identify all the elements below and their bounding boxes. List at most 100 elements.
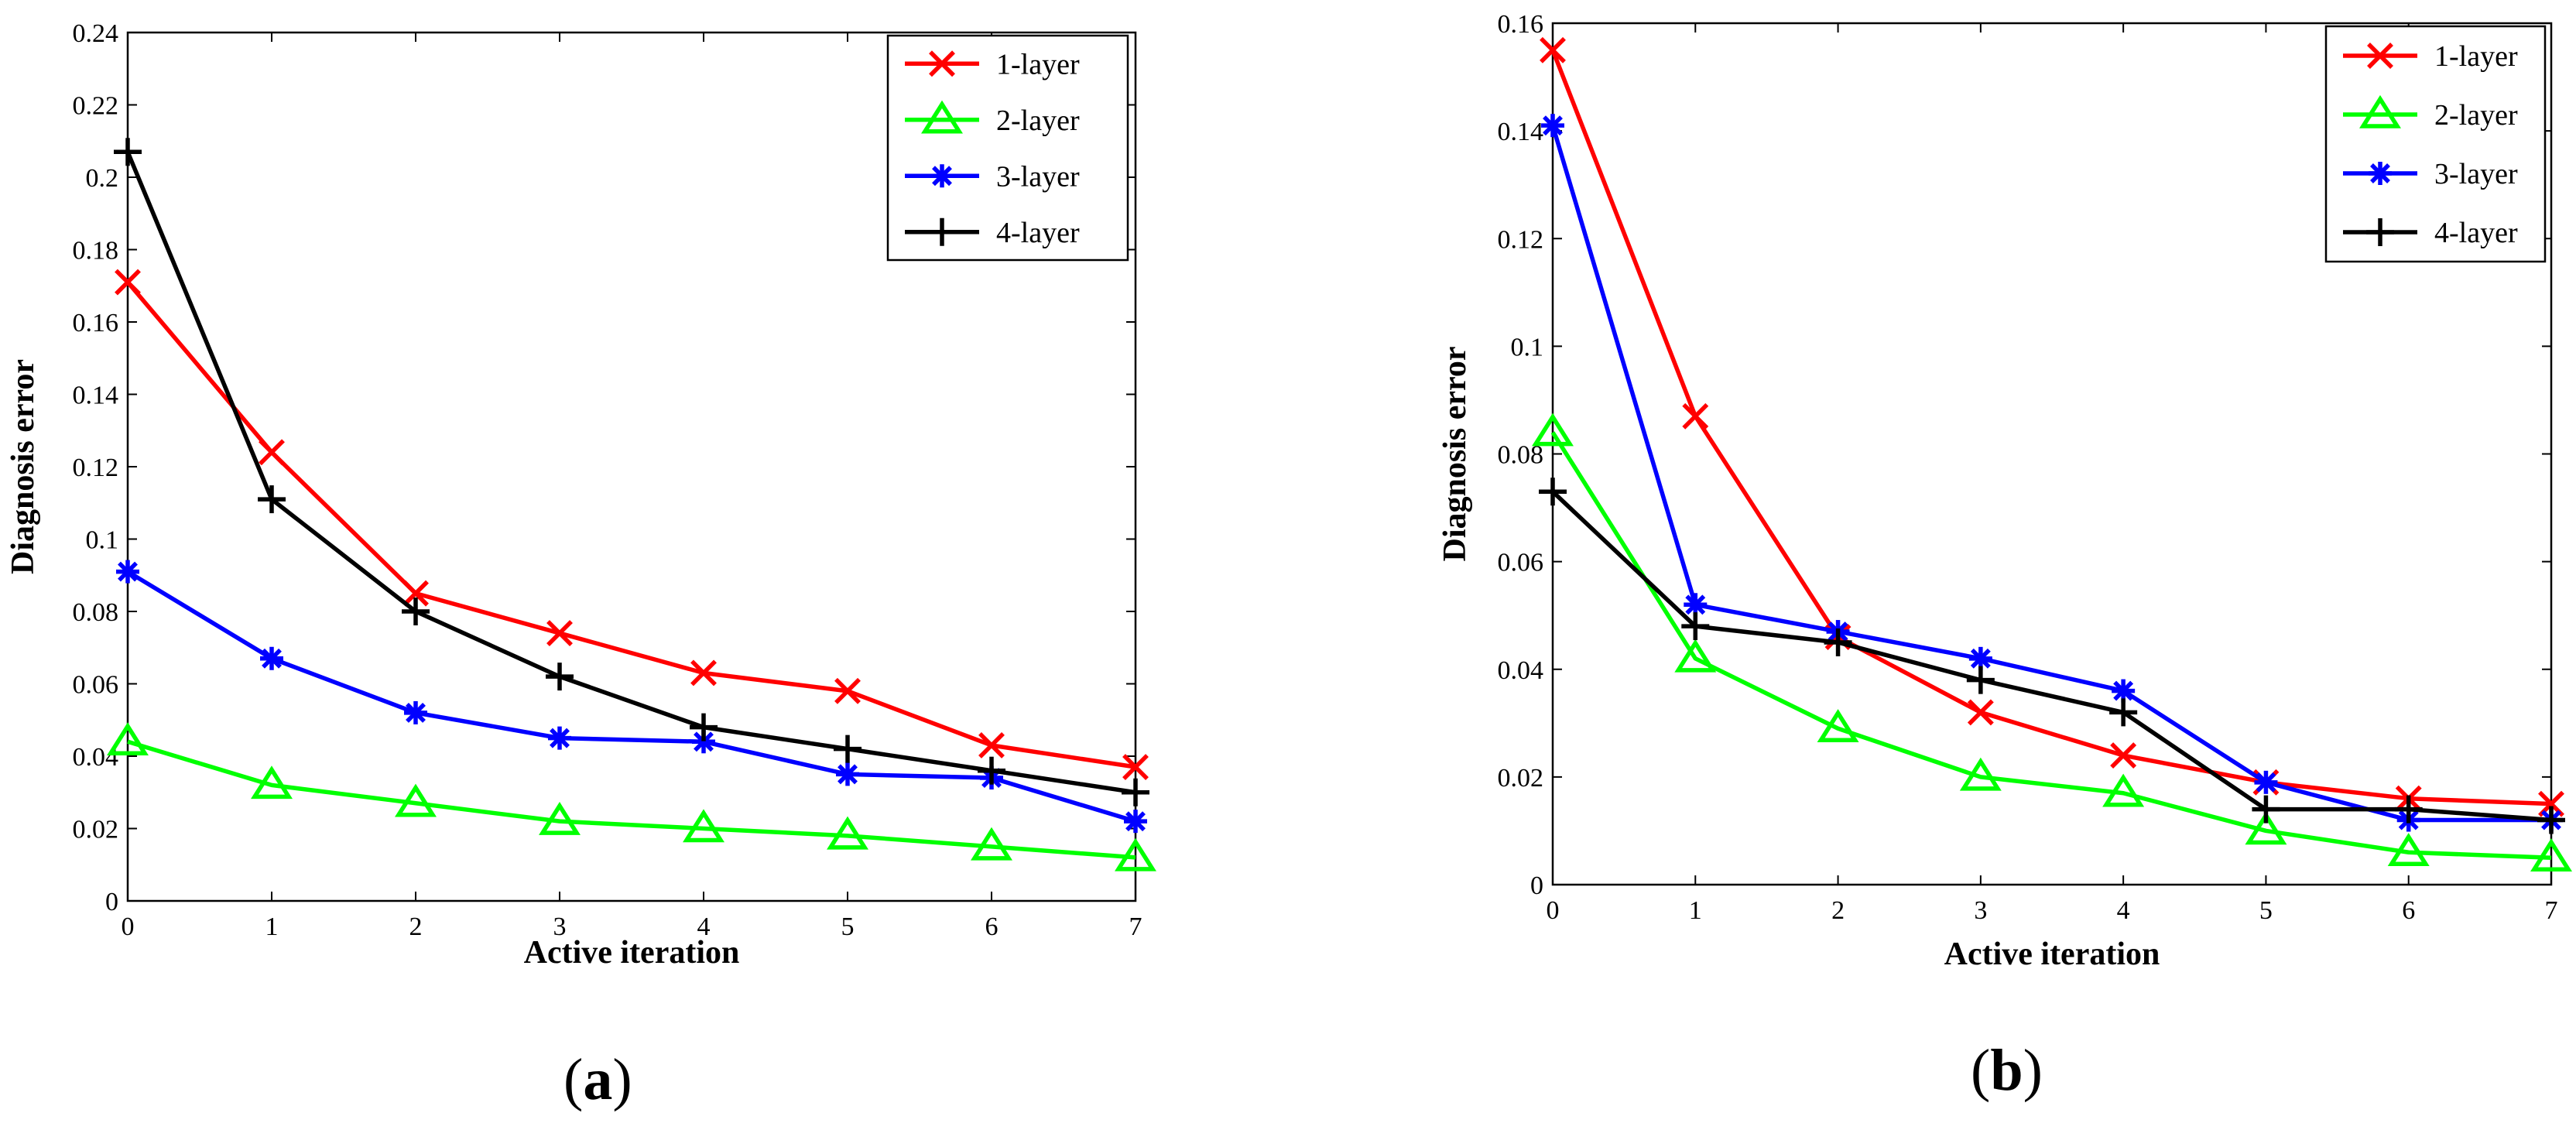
- data-point-2-layer-6: [971, 827, 1012, 861]
- series-line-3-layer: [126, 570, 1136, 824]
- data-point-1-layer-4: [2110, 742, 2137, 769]
- data-point-2-layer-3: [539, 801, 581, 835]
- data-point-4-layer-7: [2537, 806, 2565, 834]
- data-point-1-layer-7: [1122, 754, 1149, 780]
- x-tick-label: 6: [985, 913, 999, 941]
- caption-b-close: ): [2023, 1038, 2043, 1103]
- x-tick-label: 3: [553, 913, 567, 941]
- legend-marker-4-layer: [2366, 218, 2394, 246]
- data-point-2-layer-7: [1115, 837, 1156, 871]
- data-point-2-layer-0: [1532, 413, 1574, 447]
- y-tick-label: 0.2: [86, 164, 119, 193]
- series-line-2-layer: [127, 739, 1136, 860]
- series-line-4-layer: [1551, 490, 2552, 823]
- y-tick-label: 0.08: [73, 598, 119, 627]
- data-point-4-layer-3: [546, 663, 574, 691]
- data-point-1-layer-3: [546, 620, 573, 646]
- y-tick-label: 0.1: [86, 526, 119, 555]
- y-tick-label: 0.14: [73, 382, 119, 410]
- data-point-1-layer-1: [1682, 402, 1709, 430]
- legend-box: [886, 34, 1129, 262]
- legend-label-1-layer: 1-layer: [996, 48, 1080, 80]
- data-point-1-layer-3: [1967, 699, 1994, 726]
- data-point-2-layer-5: [2245, 811, 2287, 845]
- caption-a: (a): [564, 1046, 632, 1114]
- data-point-3-layer-7: [1124, 810, 1147, 834]
- series-line-3-layer: [1550, 125, 2551, 823]
- data-point-2-layer-0: [107, 722, 149, 756]
- y-tick-label: 0.14: [1498, 118, 1544, 146]
- legend-marker-3-layer: [2369, 162, 2392, 185]
- data-point-1-layer-4: [690, 659, 717, 687]
- caption-a-close: ): [612, 1047, 632, 1112]
- data-point-3-layer-3: [548, 726, 571, 750]
- x-tick-label: 3: [1974, 896, 1987, 925]
- y-tick-label: 0.02: [73, 816, 119, 844]
- legend: 1-layer 2-layer 3-layer 4-layer: [2324, 25, 2547, 263]
- data-point-4-layer-2: [402, 598, 430, 625]
- data-point-2-layer-6: [2387, 833, 2430, 867]
- y-tick-label: 0.24: [73, 19, 119, 48]
- x-tick-label: 4: [697, 913, 711, 941]
- data-point-1-layer-1: [259, 439, 285, 466]
- y-tick-label: 0.18: [73, 237, 119, 265]
- x-axis-label: Active iteration: [524, 935, 740, 971]
- data-point-3-layer-5: [836, 762, 859, 786]
- data-point-2-layer-4: [2102, 773, 2145, 807]
- x-tick-label: 0: [122, 913, 135, 941]
- chart-panel-b: 00.020.040.060.080.10.120.140.160 1 2 3 4 5 6 7…: [1437, 10, 2572, 972]
- legend-label-4-layer: 4-layer: [2434, 217, 2518, 249]
- data-point-4-layer-3: [1966, 666, 1995, 694]
- data-point-2-layer-5: [827, 816, 868, 850]
- x-tick-label: 7: [1129, 913, 1142, 941]
- x-tick-label: 2: [409, 913, 423, 941]
- data-point-4-layer-0: [114, 138, 142, 166]
- data-point-1-layer-2: [402, 580, 429, 607]
- legend-label-2-layer: 2-layer: [2434, 99, 2518, 132]
- legend-box: [2324, 25, 2547, 263]
- data-point-3-layer-0: [116, 560, 139, 584]
- y-tick-label: 0.06: [73, 671, 119, 700]
- data-point-3-layer-0: [1541, 114, 1564, 138]
- caption-a-open: (: [564, 1047, 584, 1112]
- data-point-1-layer-5: [834, 677, 861, 704]
- x-tick-label: 0: [1547, 896, 1560, 925]
- legend-label-3-layer: 3-layer: [996, 160, 1080, 193]
- legend-label-1-layer: 1-layer: [2434, 40, 2518, 73]
- data-point-2-layer-1: [251, 765, 293, 800]
- y-tick-label: 0.22: [73, 92, 119, 121]
- caption-b: (b): [1971, 1037, 2043, 1104]
- legend-marker-1-layer: [929, 50, 955, 77]
- y-tick-label: 0.12: [1498, 225, 1544, 254]
- data-point-4-layer-6: [2394, 795, 2423, 824]
- series-line-1-layer: [125, 280, 1136, 769]
- legend-marker-2-layer: [2359, 94, 2401, 128]
- y-tick-label: 0.1: [1511, 333, 1544, 361]
- data-point-1-layer-6: [978, 732, 1005, 758]
- x-tick-label: 6: [2402, 896, 2415, 925]
- data-point-3-layer-5: [2254, 770, 2278, 794]
- x-tick-label: 1: [1689, 896, 1702, 925]
- y-tick-label: 0.16: [73, 309, 119, 337]
- x-tick-label: 5: [2259, 896, 2273, 925]
- y-tick-label: 0.12: [73, 454, 119, 482]
- x-tick-label: 7: [2545, 896, 2558, 925]
- caption-b-open: (: [1971, 1038, 1991, 1103]
- x-tick-label: 2: [1831, 896, 1845, 925]
- data-point-2-layer-2: [395, 783, 437, 817]
- data-point-4-layer-5: [834, 734, 862, 763]
- caption-a-letter: a: [583, 1047, 613, 1112]
- legend-label-3-layer: 3-layer: [2434, 158, 2518, 190]
- legend-label-2-layer: 2-layer: [996, 104, 1080, 137]
- legend: 1-layer 2-layer 3-layer 4-layer: [886, 34, 1129, 262]
- y-tick-label: 0.16: [1498, 10, 1544, 39]
- legend-marker-4-layer: [928, 217, 956, 246]
- data-point-4-layer-7: [1122, 778, 1149, 806]
- series-line-1-layer: [1550, 49, 2552, 806]
- x-tick-label: 5: [841, 913, 855, 941]
- series-line-4-layer: [125, 151, 1136, 795]
- x-tick-label: 1: [265, 913, 279, 941]
- data-point-4-layer-0: [1539, 478, 1567, 506]
- legend-marker-3-layer: [930, 164, 954, 188]
